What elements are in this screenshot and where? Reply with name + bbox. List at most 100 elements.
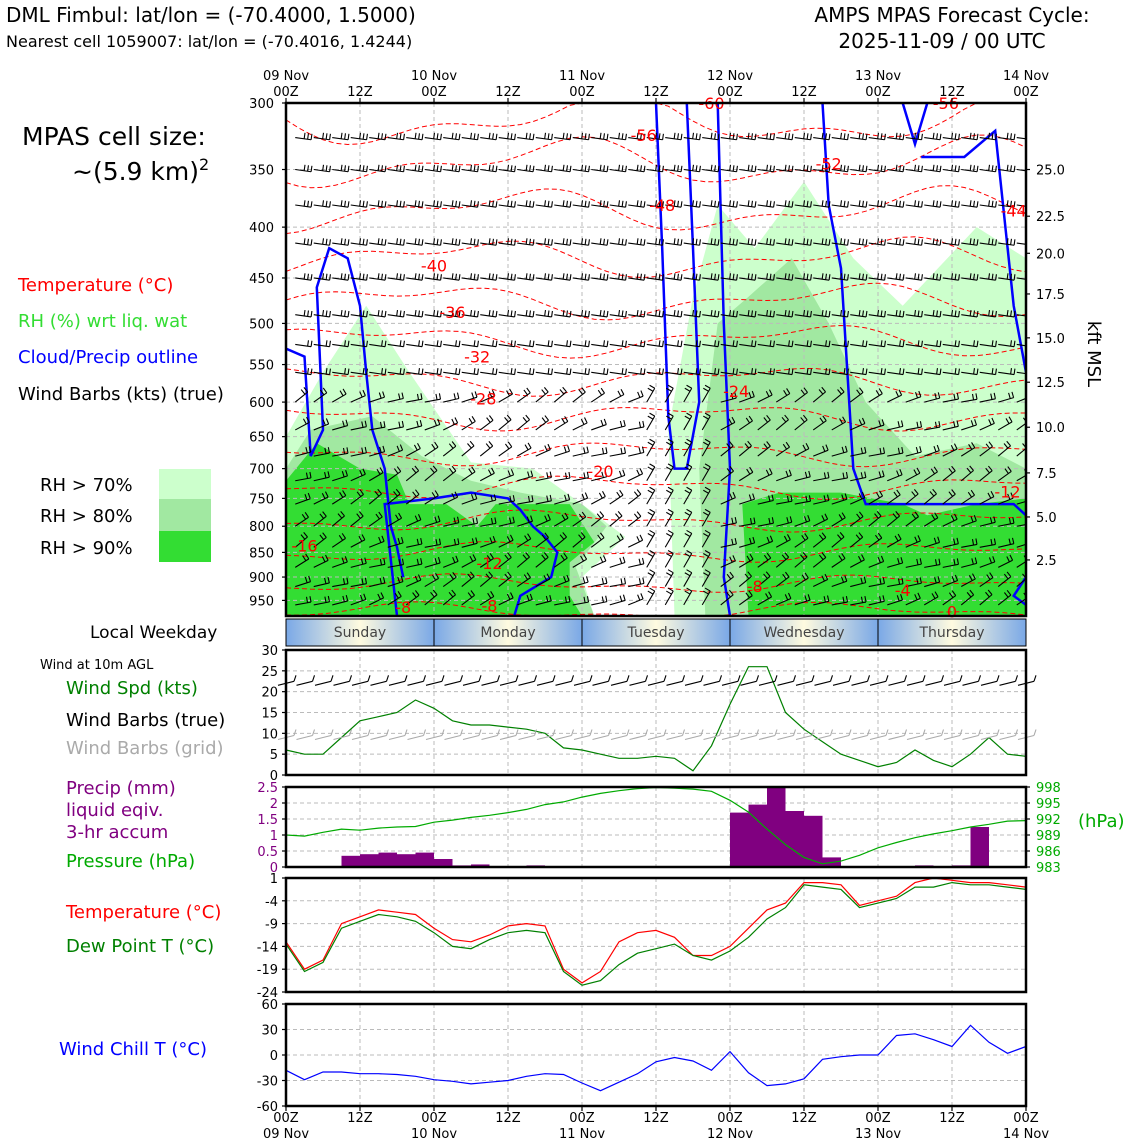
wind-barb — [720, 164, 738, 173]
panel-y-tick-label: 1 — [270, 829, 278, 844]
wind-barb — [369, 132, 387, 141]
wind-barb — [424, 589, 438, 606]
wind-barb — [295, 309, 313, 318]
panel-y-tick-label: -60 — [257, 1100, 278, 1115]
wind-barb — [831, 309, 849, 318]
wind-barb — [313, 273, 331, 281]
wind-barb — [887, 594, 903, 606]
wind-barb — [498, 200, 516, 208]
wind-barb — [998, 164, 1016, 173]
panel-y-tick-label: 25 — [261, 665, 278, 680]
wind-barb — [498, 368, 516, 376]
wind-barb — [979, 589, 993, 606]
wind-barb — [350, 164, 368, 173]
surface-barb-true — [425, 675, 445, 686]
wind-barb — [739, 536, 756, 548]
wind-barb — [443, 538, 460, 548]
wind-barb — [720, 340, 738, 348]
wind-barb — [406, 340, 424, 348]
wind-barb — [701, 412, 711, 431]
wind-barb — [331, 533, 346, 548]
wind-barb — [554, 574, 570, 588]
wind-barb — [628, 340, 646, 348]
wind-barb — [516, 552, 530, 568]
wind-barb — [720, 441, 734, 457]
wind-barb — [387, 392, 404, 403]
wind-barb — [887, 132, 905, 141]
wind-barb — [665, 309, 683, 318]
wind-barb — [683, 550, 693, 568]
wind-barb — [368, 511, 383, 527]
panel-y-tick-label: -9 — [265, 918, 278, 933]
wind-barb — [443, 309, 461, 318]
wind-barb — [1016, 371, 1026, 375]
cross-section-grid — [286, 102, 1026, 616]
wind-barb — [849, 554, 865, 568]
bottom-hour-label: 12Z — [495, 1111, 521, 1126]
wind-barb — [849, 532, 864, 548]
wind-barb — [961, 340, 979, 348]
wind-barb — [369, 340, 387, 348]
wind-barb — [923, 488, 937, 505]
wind-barb — [979, 368, 997, 376]
wind-barb — [424, 515, 441, 527]
wind-barb — [406, 538, 423, 548]
pressure-tick-label: 350 — [249, 164, 274, 179]
top-hour-label: 00Z — [569, 85, 595, 100]
precip-bar — [378, 852, 397, 867]
kft-axis: 25.0 22.5 20.0 17.5 15.0 12.5 10.0 7.5 5.0 2.5 — [1026, 164, 1065, 569]
bottom-date-label: 14 Nov — [1003, 1127, 1049, 1140]
pressure-tick-label: 400 — [249, 221, 274, 236]
kft-tick-label: 22.5 — [1036, 210, 1065, 225]
legend-rh70-label: RH > 70% — [40, 475, 133, 496]
wind-barb — [313, 238, 331, 246]
wind-barb — [628, 200, 646, 208]
wind-barb — [850, 491, 866, 505]
wind-barb — [868, 340, 886, 348]
panel-y-tick-label: -14 — [257, 940, 278, 955]
temperature-contour-label: -12 — [476, 554, 502, 573]
wind-barb — [757, 591, 773, 606]
wind-barb — [591, 200, 609, 208]
wind-barb — [609, 164, 627, 173]
wind-barb — [572, 492, 589, 505]
surface-barb-grid — [721, 729, 741, 741]
wind-barb — [665, 164, 683, 173]
surface-barb-true — [888, 675, 908, 686]
wind-barb — [406, 574, 422, 588]
panel-y-tick-label: 1 — [270, 872, 278, 887]
wind-barb — [498, 592, 514, 606]
wind-barb — [498, 273, 516, 281]
wind-barb — [295, 368, 313, 376]
wind-barb — [443, 340, 461, 348]
surface-barb-true — [555, 675, 575, 686]
wind-barb — [997, 440, 1011, 457]
wind-barb — [887, 238, 905, 246]
wind-barb — [609, 469, 626, 482]
surface-barb-true — [462, 675, 482, 686]
wind-barb — [887, 557, 904, 568]
wind-barb — [683, 529, 693, 548]
wind-barb — [905, 368, 923, 376]
wind-barb — [368, 467, 384, 482]
wind-barb — [480, 164, 498, 173]
wind-barb — [480, 517, 497, 527]
wind-barb — [516, 414, 530, 431]
surface-barb-true — [962, 675, 982, 686]
kft-tick-label: 15.0 — [1036, 332, 1065, 347]
temperature-isotherm — [286, 601, 1026, 616]
wind-barb — [683, 384, 693, 403]
wind-barb — [905, 132, 923, 141]
wind-barb — [331, 490, 347, 505]
wind-barb — [406, 368, 424, 376]
wind-barb — [554, 595, 571, 606]
top-hour-label: 00Z — [421, 85, 447, 100]
wind-barb — [646, 384, 656, 403]
wind-barb — [350, 534, 366, 548]
wind-barb — [424, 132, 442, 141]
wind-barb — [646, 309, 664, 318]
wind-barb — [479, 553, 494, 568]
wind-barb — [720, 491, 736, 505]
surface-barb-true — [610, 675, 630, 686]
wind-barb — [350, 368, 368, 376]
